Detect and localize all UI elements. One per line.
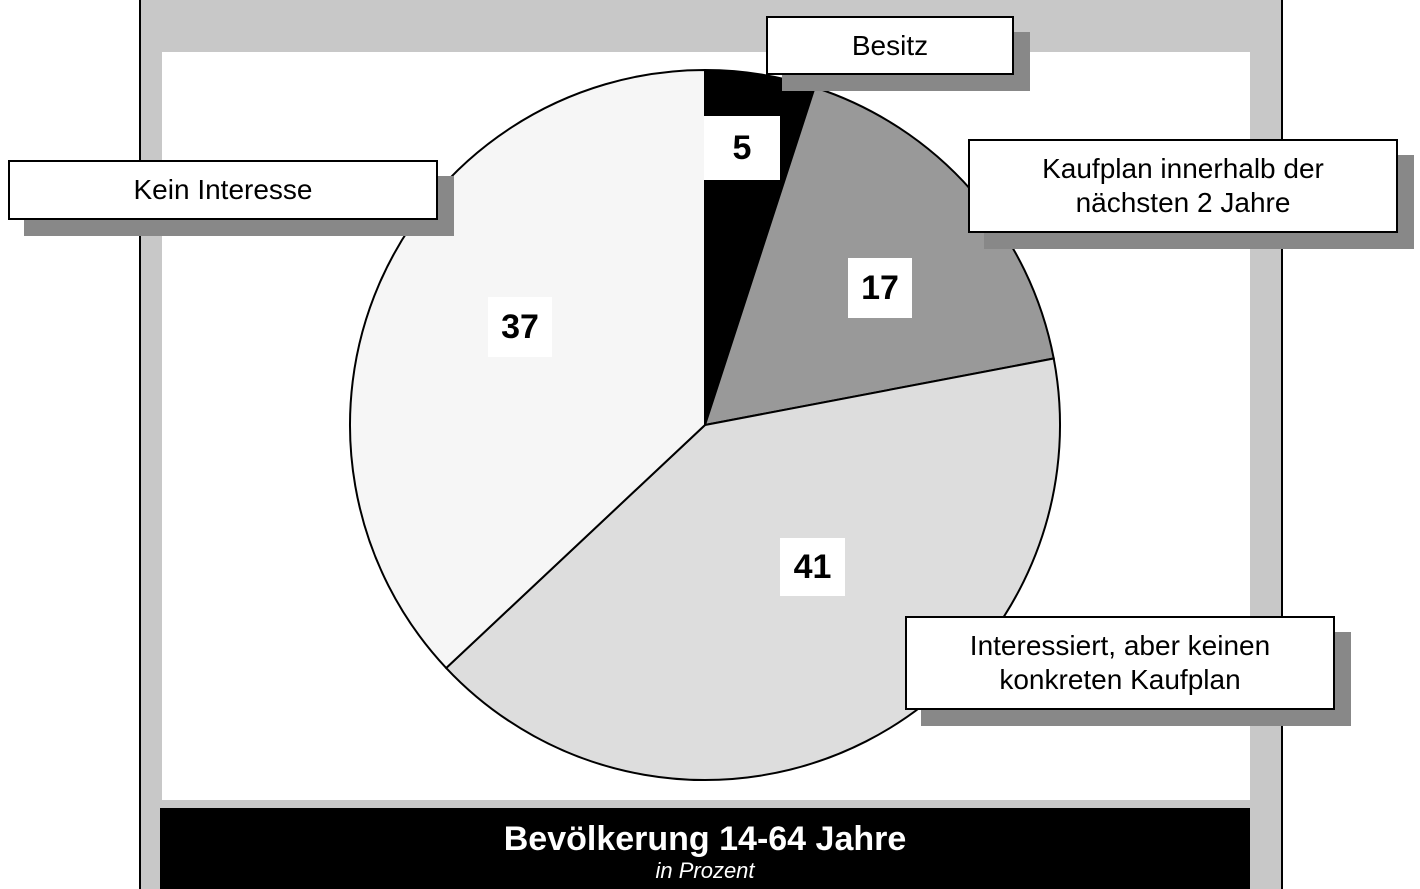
category-label: Kaufplan innerhalb der nächsten 2 Jahre (968, 139, 1398, 233)
title-bar: Bevölkerung 14-64 Jahre in Prozent (160, 808, 1250, 889)
category-label: Kein Interesse (8, 160, 438, 220)
data-label: 5 (704, 116, 780, 180)
data-label: 41 (780, 538, 845, 596)
pie-slice (349, 68, 706, 670)
chart-subtitle: in Prozent (655, 858, 755, 883)
category-label: Besitz (766, 16, 1014, 75)
data-label: 17 (848, 258, 912, 318)
data-label: 37 (488, 297, 552, 357)
category-label: Interessiert, aber keinen konkreten Kauf… (905, 616, 1335, 710)
chart-title: Bevölkerung 14-64 Jahre (503, 820, 907, 858)
